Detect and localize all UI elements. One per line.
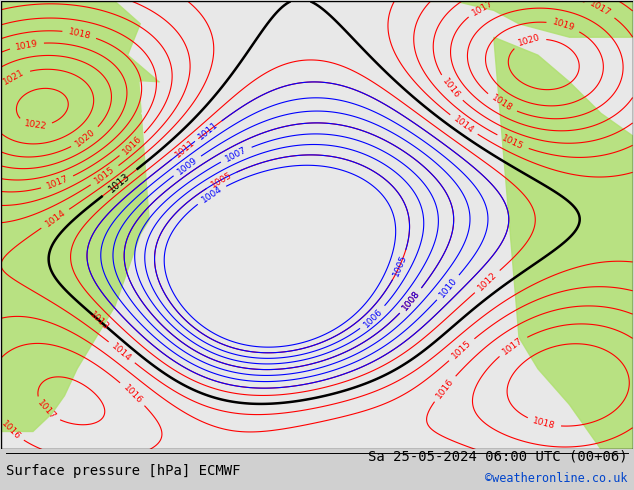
Text: 1017: 1017 [45, 174, 70, 191]
Text: 1006: 1006 [361, 306, 384, 329]
Text: 1011: 1011 [197, 120, 220, 142]
Text: 1017: 1017 [470, 0, 495, 17]
Text: 1016: 1016 [434, 377, 455, 400]
Polygon shape [494, 37, 633, 449]
Text: 1016: 1016 [441, 76, 462, 100]
Text: 1020: 1020 [74, 127, 97, 148]
Text: 1014: 1014 [43, 208, 67, 229]
Text: 1016: 1016 [121, 133, 144, 156]
Text: 1007: 1007 [224, 145, 249, 164]
Text: 1008: 1008 [400, 289, 422, 313]
Text: 1014: 1014 [110, 342, 133, 363]
Text: 1014: 1014 [452, 114, 476, 135]
Polygon shape [1, 1, 178, 432]
Text: 1017: 1017 [501, 336, 525, 357]
Text: 1020: 1020 [517, 33, 541, 49]
Text: 1021: 1021 [2, 68, 26, 87]
Text: 1008: 1008 [400, 289, 422, 313]
Text: 1017: 1017 [588, 0, 612, 19]
Text: 1016: 1016 [0, 418, 22, 441]
Text: 1022: 1022 [23, 119, 47, 131]
Polygon shape [140, 82, 494, 422]
Text: 1016: 1016 [121, 383, 144, 405]
Text: 1009: 1009 [176, 155, 199, 176]
Text: 1010: 1010 [437, 276, 459, 299]
Text: 1011: 1011 [173, 138, 197, 160]
Text: 1017: 1017 [35, 399, 57, 422]
Text: 1013: 1013 [87, 309, 111, 332]
Text: 1012: 1012 [476, 270, 499, 293]
Text: 1019: 1019 [551, 18, 576, 33]
Text: 1015: 1015 [500, 133, 525, 151]
Polygon shape [392, 1, 633, 37]
Text: 1015: 1015 [450, 339, 473, 361]
Text: 1018: 1018 [489, 94, 514, 114]
Text: 1005: 1005 [391, 253, 408, 277]
Text: 1005: 1005 [209, 170, 234, 189]
Text: 1015: 1015 [93, 165, 117, 186]
Text: 1018: 1018 [67, 27, 92, 41]
Text: 1004: 1004 [200, 185, 223, 205]
Text: 1013: 1013 [107, 171, 133, 195]
Text: 1019: 1019 [15, 38, 39, 51]
Text: Surface pressure [hPa] ECMWF: Surface pressure [hPa] ECMWF [6, 464, 241, 478]
Text: 1018: 1018 [532, 416, 556, 431]
Text: ©weatheronline.co.uk: ©weatheronline.co.uk [485, 472, 628, 485]
Text: Sa 25-05-2024 06:00 UTC (00+06): Sa 25-05-2024 06:00 UTC (00+06) [368, 449, 628, 463]
